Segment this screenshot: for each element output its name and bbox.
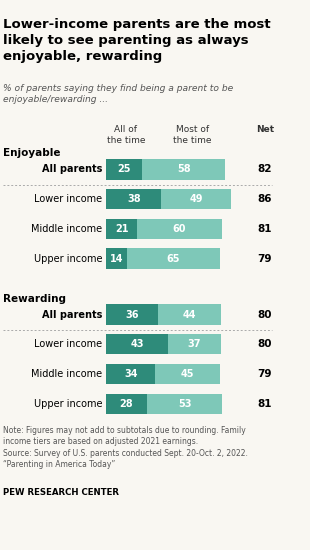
- Text: Most of
the time: Most of the time: [173, 125, 212, 145]
- Bar: [137, 219, 223, 239]
- Text: 25: 25: [117, 164, 131, 174]
- Text: 38: 38: [127, 194, 140, 204]
- Text: Middle income: Middle income: [31, 369, 102, 379]
- Text: 80: 80: [258, 339, 272, 349]
- Text: 44: 44: [183, 310, 196, 320]
- Bar: [142, 160, 225, 179]
- Bar: [106, 305, 158, 325]
- Text: All parents: All parents: [42, 310, 102, 320]
- Text: 79: 79: [258, 254, 272, 263]
- Text: 36: 36: [126, 310, 139, 320]
- Text: 14: 14: [110, 254, 123, 263]
- Text: Lower-income parents are the most
likely to see parenting as always
enjoyable, r: Lower-income parents are the most likely…: [3, 18, 270, 63]
- Text: Middle income: Middle income: [31, 224, 102, 234]
- Text: Enjoyable: Enjoyable: [3, 148, 60, 158]
- Text: 80: 80: [258, 310, 272, 320]
- Text: 86: 86: [258, 194, 272, 204]
- Bar: [106, 219, 137, 239]
- Bar: [106, 189, 161, 210]
- Text: 28: 28: [120, 399, 133, 409]
- Text: 79: 79: [258, 369, 272, 379]
- Bar: [106, 364, 155, 384]
- Bar: [161, 189, 231, 210]
- Text: 43: 43: [131, 339, 144, 349]
- Bar: [106, 394, 147, 414]
- Text: 60: 60: [173, 224, 186, 234]
- Bar: [168, 334, 221, 355]
- Text: 45: 45: [181, 369, 194, 379]
- Text: 81: 81: [258, 399, 272, 409]
- Text: Lower income: Lower income: [34, 339, 102, 349]
- Text: 65: 65: [166, 254, 180, 263]
- Bar: [158, 305, 221, 325]
- Text: Upper income: Upper income: [34, 254, 102, 263]
- Text: Lower income: Lower income: [34, 194, 102, 204]
- Text: 21: 21: [115, 224, 128, 234]
- Text: 58: 58: [177, 164, 191, 174]
- Text: 82: 82: [258, 164, 272, 174]
- Text: Note: Figures may not add to subtotals due to rounding. Family
income tiers are : Note: Figures may not add to subtotals d…: [3, 426, 248, 469]
- Text: Rewarding: Rewarding: [3, 294, 66, 304]
- Bar: [106, 249, 126, 269]
- Text: 49: 49: [189, 194, 203, 204]
- Bar: [106, 160, 142, 179]
- Bar: [106, 334, 168, 355]
- Text: All of
the time: All of the time: [107, 125, 145, 145]
- Text: 81: 81: [258, 224, 272, 234]
- Text: 34: 34: [124, 369, 138, 379]
- Text: 37: 37: [188, 339, 201, 349]
- Text: All parents: All parents: [42, 164, 102, 174]
- Bar: [155, 364, 219, 384]
- Bar: [126, 249, 219, 269]
- Bar: [147, 394, 223, 414]
- Text: PEW RESEARCH CENTER: PEW RESEARCH CENTER: [3, 488, 119, 497]
- Text: 53: 53: [178, 399, 191, 409]
- Text: Upper income: Upper income: [34, 399, 102, 409]
- Text: % of parents saying they find being a parent to be
enjoyable/rewarding ...: % of parents saying they find being a pa…: [3, 84, 233, 104]
- Text: Net: Net: [256, 125, 274, 134]
